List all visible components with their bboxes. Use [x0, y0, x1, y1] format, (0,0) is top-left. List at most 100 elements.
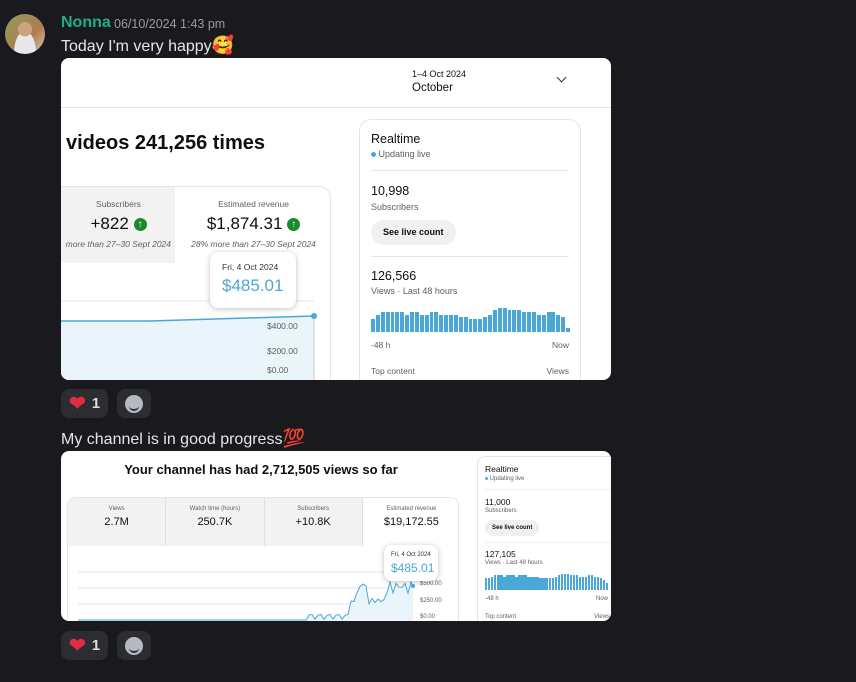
- author-name[interactable]: Nonna: [61, 14, 111, 31]
- views-bar: [551, 578, 554, 590]
- views-bar: [536, 576, 539, 590]
- views-bar: [405, 314, 410, 332]
- views-bar: [548, 578, 551, 590]
- views-bar: [560, 574, 564, 590]
- views-bar: [539, 578, 542, 590]
- y-tick: $0.00: [420, 614, 436, 620]
- live-status-text: Updating live: [378, 149, 431, 159]
- views-bar: [429, 312, 434, 332]
- live-dot-icon: [371, 152, 376, 158]
- stat-label: Views: [108, 506, 125, 512]
- area-fill: [78, 582, 413, 621]
- realtime-card: Realtime Updating live 10,998 Subscriber…: [359, 119, 581, 380]
- divider: [371, 170, 569, 171]
- views-bar: [449, 314, 453, 332]
- stat-value: 250.7K: [197, 516, 233, 528]
- views-bar: [453, 314, 458, 332]
- views-bar: [512, 575, 515, 590]
- views-bar: [380, 312, 385, 332]
- stat-cell[interactable]: Estimated revenue $19,172.55: [362, 498, 458, 546]
- views-bar: [533, 576, 536, 590]
- views-bar: [593, 576, 597, 590]
- see-live-count-button[interactable]: See live count: [485, 520, 540, 536]
- area-fill: [61, 316, 314, 380]
- message-text-content: Today I'm very happy: [61, 38, 212, 55]
- reaction-count: 1: [91, 395, 101, 412]
- reaction-heart[interactable]: ❤ 1: [61, 389, 109, 418]
- views-bar: [488, 314, 492, 332]
- stat-note: 28% more than 27–30 Sept 2024: [191, 239, 316, 249]
- subscriber-count: 10,998: [371, 184, 410, 198]
- views-label: Views · Last 48 hours: [485, 560, 543, 566]
- views-column-label: Views: [594, 614, 610, 620]
- views-count: 127,105: [485, 549, 516, 559]
- views-bar: [468, 318, 473, 332]
- arrow-up-icon: ↑: [133, 218, 147, 232]
- views-bar-chart: [485, 574, 609, 590]
- stat-value: $19,172.55: [383, 516, 439, 528]
- stat-subscribers[interactable]: Subscribers +822 ↑ more than 27–30 Sept …: [61, 187, 175, 263]
- avatar[interactable]: [5, 14, 45, 54]
- divider: [61, 107, 611, 108]
- y-tick: $0.00: [267, 365, 289, 375]
- message-text: Today I'm very happy🥰: [61, 35, 234, 56]
- add-reaction-button[interactable]: [117, 389, 151, 418]
- views-bar: [414, 312, 419, 332]
- views-bar: [527, 576, 530, 590]
- add-reaction-button[interactable]: [117, 631, 151, 660]
- views-bar: [587, 575, 591, 590]
- stat-label: Subscribers: [96, 199, 141, 209]
- timestamp: 06/10/2024 1:43 pm: [114, 17, 226, 31]
- stat-cell[interactable]: Watch time (hours) 250.7K: [166, 498, 265, 546]
- stat-value: +10.8K: [295, 516, 331, 528]
- axis-end: Now: [551, 340, 569, 350]
- views-bar: [371, 318, 375, 332]
- views-bar: [531, 312, 536, 332]
- see-live-count-button[interactable]: See live count: [371, 220, 456, 245]
- views-count: 126,566: [371, 269, 417, 283]
- reaction-heart[interactable]: ❤ 1: [61, 631, 109, 660]
- heart-icon: ❤: [69, 635, 86, 657]
- headline: Your channel has had 2,712,505 views so …: [124, 462, 398, 477]
- views-bar: [385, 312, 390, 332]
- revenue-chart: [61, 300, 317, 380]
- reaction-count: 1: [91, 637, 101, 654]
- period-select: October: [412, 82, 453, 94]
- views-bar: [515, 576, 518, 590]
- stat-label: Subscribers: [297, 506, 329, 512]
- stat-cell[interactable]: Views 2.7M: [68, 498, 167, 546]
- realtime-card: Realtime Updating live 11,000 Subscriber…: [477, 456, 611, 621]
- views-bar: [566, 327, 570, 332]
- views-bar: [444, 314, 449, 332]
- stat-value-text: $1,874.31: [206, 214, 283, 233]
- views-bar: [527, 312, 531, 332]
- views-bar: [478, 318, 483, 332]
- views-bar: [500, 575, 503, 590]
- stat-label: Watch time (hours): [189, 506, 241, 512]
- top-content-label: Top content: [485, 614, 517, 620]
- stat-value: +822 ↑: [62, 214, 175, 234]
- message-text-content: My channel is in good progress: [61, 431, 283, 448]
- views-bar: [563, 574, 567, 590]
- views-bar: [458, 316, 463, 332]
- screenshot-attachment-2[interactable]: Your channel has had 2,712,505 views so …: [61, 451, 611, 621]
- views-bar: [590, 575, 594, 590]
- views-bar: [434, 312, 439, 332]
- y-tick: $500.00: [420, 581, 442, 587]
- stat-note: more than 27–30 Sept 2024: [65, 239, 171, 249]
- message-text: My channel is in good progress💯: [61, 428, 305, 449]
- views-bar-chart: [371, 308, 571, 332]
- screenshot-attachment-1[interactable]: 1–4 Oct 2024 October videos 241,256 time…: [61, 58, 611, 380]
- revenue-line: [61, 315, 315, 322]
- views-label: Views · Last 48 hours: [371, 286, 458, 296]
- views-bar: [569, 575, 573, 590]
- views-bar: [545, 578, 548, 590]
- views-bar: [551, 312, 556, 332]
- stat-revenue[interactable]: Estimated revenue $1,874.31 ↑ 28% more t…: [175, 187, 330, 263]
- chart-tooltip: Fri, 4 Oct 2024 $485.01: [384, 545, 438, 581]
- stat-cell[interactable]: Subscribers +10.8K: [265, 498, 363, 546]
- views-bar: [502, 308, 507, 332]
- live-status: Updating live: [485, 476, 524, 482]
- views-bar: [503, 576, 506, 590]
- views-bar: [605, 582, 609, 590]
